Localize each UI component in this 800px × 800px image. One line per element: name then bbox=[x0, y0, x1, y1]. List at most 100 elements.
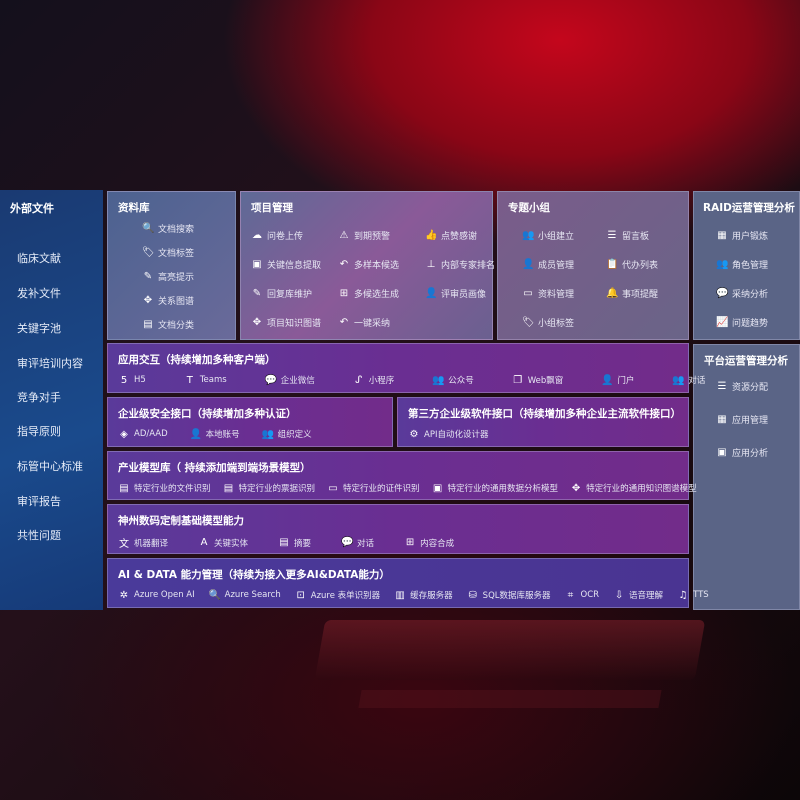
mini-program-icon: ᔑ bbox=[355, 374, 363, 386]
list-item-graph[interactable]: ✥ 特定行业的通用知识图谱模型 bbox=[570, 482, 697, 495]
list-item-users[interactable]: 👥 小组建立 bbox=[522, 229, 574, 242]
item-label: 对话 bbox=[688, 376, 706, 386]
entity-icon: A bbox=[200, 537, 208, 548]
list-item-graph[interactable]: ✥ 项目知识图谱 bbox=[251, 316, 321, 329]
list-item-graph[interactable]: ✥ 关系图谱 bbox=[142, 294, 194, 307]
list-item-ranking[interactable]: ⊥ 内部专家排名 bbox=[425, 258, 495, 271]
list-item-data-analysis[interactable]: ▣ 特定行业的通用数据分析模型 bbox=[432, 482, 558, 495]
list-item-ad[interactable]: ◈ AD/AAD bbox=[118, 428, 168, 440]
list-item-checklist[interactable]: ☰ 资源分配 bbox=[716, 380, 769, 393]
list-item-bell[interactable]: 🔔 事项提醒 bbox=[606, 287, 658, 300]
panel-title: 神州数码定制基础模型能力 bbox=[118, 515, 244, 527]
list-item-database[interactable]: ⛁ SQL数据库服务器 bbox=[467, 589, 550, 602]
list-item-clipboard[interactable]: 📋 代办列表 bbox=[606, 258, 658, 271]
sidebar-title: 外部文件 bbox=[10, 202, 54, 215]
sidebar-item[interactable]: 临床文献 bbox=[17, 252, 61, 265]
list-item-puzzle[interactable]: ⊞ 内容合成 bbox=[404, 535, 454, 550]
portal-icon: 👤 bbox=[601, 374, 614, 386]
list-item-id-card[interactable]: ▦ 用户锻炼 bbox=[716, 229, 768, 242]
list-item-cloud-upload[interactable]: ☁ 问卷上传 bbox=[251, 229, 303, 242]
list-item-thumbs-up[interactable]: 👍 点赞感谢 bbox=[425, 229, 477, 242]
list-item-analysis[interactable]: ▣ 应用分析 bbox=[716, 446, 768, 459]
list-item-portal[interactable]: 👤 门户 bbox=[601, 374, 634, 387]
list-item-official-account[interactable]: 👥 公众号 bbox=[432, 374, 474, 387]
list-item-doc-category[interactable]: ▤ 文档分类 bbox=[142, 318, 194, 331]
list-item-file[interactable]: ▤ 特定行业的文件识别 bbox=[118, 482, 210, 495]
aidata-items: ✲ Azure Open AI 🔍 Azure Search ⊡ Azure 表单识别器 ▥… bbox=[118, 589, 709, 602]
list-item-html5[interactable]: 5 H5 bbox=[118, 374, 146, 386]
list-item-folder[interactable]: ▭ 资料管理 bbox=[522, 287, 574, 300]
panel-title: 企业级安全接口（持续增加多种认证） bbox=[118, 408, 297, 420]
list-item-user[interactable]: 👤 评审员画像 bbox=[425, 287, 486, 300]
list-item-summary[interactable]: ▤ 摘要 bbox=[278, 535, 311, 550]
list-item-qa[interactable]: 💬 采纳分析 bbox=[716, 287, 768, 300]
panel-industry-models: 产业模型库（ 持续添加端到端场景模型） ▤ 特定行业的文件识别 ▤ 特定行业的票据识别 ▭… bbox=[107, 451, 697, 500]
qa-icon: 💬 bbox=[716, 288, 729, 299]
user-icon: 👤 bbox=[425, 288, 438, 299]
list-item-users[interactable]: 👥 角色管理 bbox=[716, 258, 768, 271]
sidebar-item[interactable]: 共性问题 bbox=[17, 529, 61, 542]
list-item-openai[interactable]: ✲ Azure Open AI bbox=[118, 589, 195, 601]
sidebar-item[interactable]: 标管中心标准 bbox=[17, 460, 83, 473]
sidebar-item[interactable]: 竞争对手 bbox=[17, 391, 61, 404]
list-item-wechat-work[interactable]: 💬 企业微信 bbox=[265, 374, 315, 387]
list-item-window[interactable]: ❐ Web飘窗 bbox=[512, 374, 563, 387]
list-item-gear[interactable]: ⚙ API自动化设计器 bbox=[408, 428, 489, 441]
list-item-user-add[interactable]: 👤 成员管理 bbox=[522, 258, 574, 271]
list-item-tts[interactable]: ♫ TTS bbox=[677, 589, 709, 601]
item-label: 语音理解 bbox=[629, 591, 664, 601]
list-item-entity[interactable]: A 关键实体 bbox=[198, 535, 248, 550]
sidebar-item[interactable]: 指导原则 bbox=[17, 425, 61, 438]
list-item-edit[interactable]: ✎ 回复库维护 bbox=[251, 287, 312, 300]
list-item-tag[interactable]: 🏷 小组标签 bbox=[522, 316, 574, 329]
list-item-id-card[interactable]: ▭ 特定行业的证件识别 bbox=[327, 482, 419, 495]
list-item-org[interactable]: 👥 组织定义 bbox=[262, 428, 312, 441]
list-item-speech[interactable]: ⇩ 语音理解 bbox=[613, 589, 664, 602]
list-item-mini-program[interactable]: ᔑ 小程序 bbox=[353, 374, 394, 387]
item-label: H5 bbox=[134, 375, 146, 385]
list-item-ocr[interactable]: ⌗ OCR bbox=[565, 589, 600, 601]
background-reflection bbox=[314, 620, 706, 680]
graph-icon: ✥ bbox=[143, 295, 153, 306]
list-item-pen[interactable]: ✎ 高亮提示 bbox=[142, 270, 194, 283]
list-item-alarm[interactable]: ⚠ 到期预警 bbox=[338, 229, 391, 242]
list-item-teams[interactable]: T Teams bbox=[184, 374, 227, 386]
list-item-bbs[interactable]: ☰ 留言板 bbox=[606, 229, 650, 242]
panel-library: 资料库 🔍 文档搜索 🏷 文档标签 ✎ 高亮提示 ✥ 关系图谱 ▤ 文档分类 bbox=[107, 191, 236, 340]
panel-title: 第三方企业级软件接口（持续增加多种企业主流软件接口） bbox=[408, 408, 681, 420]
id-card-icon: ▦ bbox=[717, 230, 727, 241]
chat-icon: 💬 bbox=[341, 537, 354, 548]
list-item-puzzle[interactable]: ⊞ 多候选生成 bbox=[338, 287, 399, 300]
list-item-doc-search[interactable]: 🔍 文档搜索 bbox=[142, 222, 194, 235]
panel-title: 资料库 bbox=[118, 202, 150, 214]
gear-icon: ⚙ bbox=[409, 428, 419, 440]
foundation-items: 文机器翻译 A 关键实体 ▤ 摘要 💬 对话 ⊞ 内容合成 bbox=[118, 535, 454, 550]
list-item-translate[interactable]: 文机器翻译 bbox=[118, 535, 168, 551]
user-add-icon: 👤 bbox=[522, 259, 535, 270]
list-item-chat[interactable]: 💬 对话 bbox=[341, 535, 374, 550]
item-label: 多样本候选 bbox=[354, 261, 400, 271]
sidebar-item[interactable]: 审评报告 bbox=[17, 495, 61, 508]
item-label: Azure Search bbox=[224, 590, 281, 600]
list-item-search[interactable]: 🔍 Azure Search bbox=[209, 589, 281, 601]
sidebar-item[interactable]: 审评培训内容 bbox=[17, 357, 83, 370]
item-label: 代办列表 bbox=[622, 261, 659, 271]
local-account-icon: 👤 bbox=[189, 428, 203, 440]
list-item-apps[interactable]: ▦ 应用管理 bbox=[716, 413, 768, 426]
list-item-reply[interactable]: ↶ 一键采纳 bbox=[338, 316, 390, 329]
list-item-cache-server[interactable]: ▥ 缓存服务器 bbox=[394, 589, 452, 602]
item-label: 关系图谱 bbox=[158, 297, 195, 307]
item-label: OCR bbox=[580, 590, 600, 600]
list-item-chat[interactable]: 👥 对话 bbox=[672, 374, 706, 387]
list-item-tag[interactable]: 🏷 文档标签 bbox=[142, 246, 194, 259]
list-item-window[interactable]: ▣ 关键信息提取 bbox=[251, 258, 321, 271]
sidebar-item[interactable]: 发补文件 bbox=[17, 287, 61, 300]
panel-app-interaction: 应用交互（持续增加多种客户端） 5 H5 T Teams 💬 企业微信 ᔑ 小程序 👥 公众号 ❐ We… bbox=[107, 343, 705, 393]
list-item-trend[interactable]: 📈 问题趋势 bbox=[716, 316, 768, 329]
list-item-reply[interactable]: ↶ 多样本候选 bbox=[338, 258, 399, 271]
sidebar-item[interactable]: 关键字池 bbox=[17, 322, 61, 335]
list-item-receipt[interactable]: ▤ 特定行业的票据识别 bbox=[223, 482, 315, 495]
item-label: 项目知识图谱 bbox=[267, 319, 322, 329]
list-item-local-account[interactable]: 👤 本地账号 bbox=[189, 428, 240, 441]
list-item-form[interactable]: ⊡ Azure 表单识别器 bbox=[295, 589, 381, 602]
